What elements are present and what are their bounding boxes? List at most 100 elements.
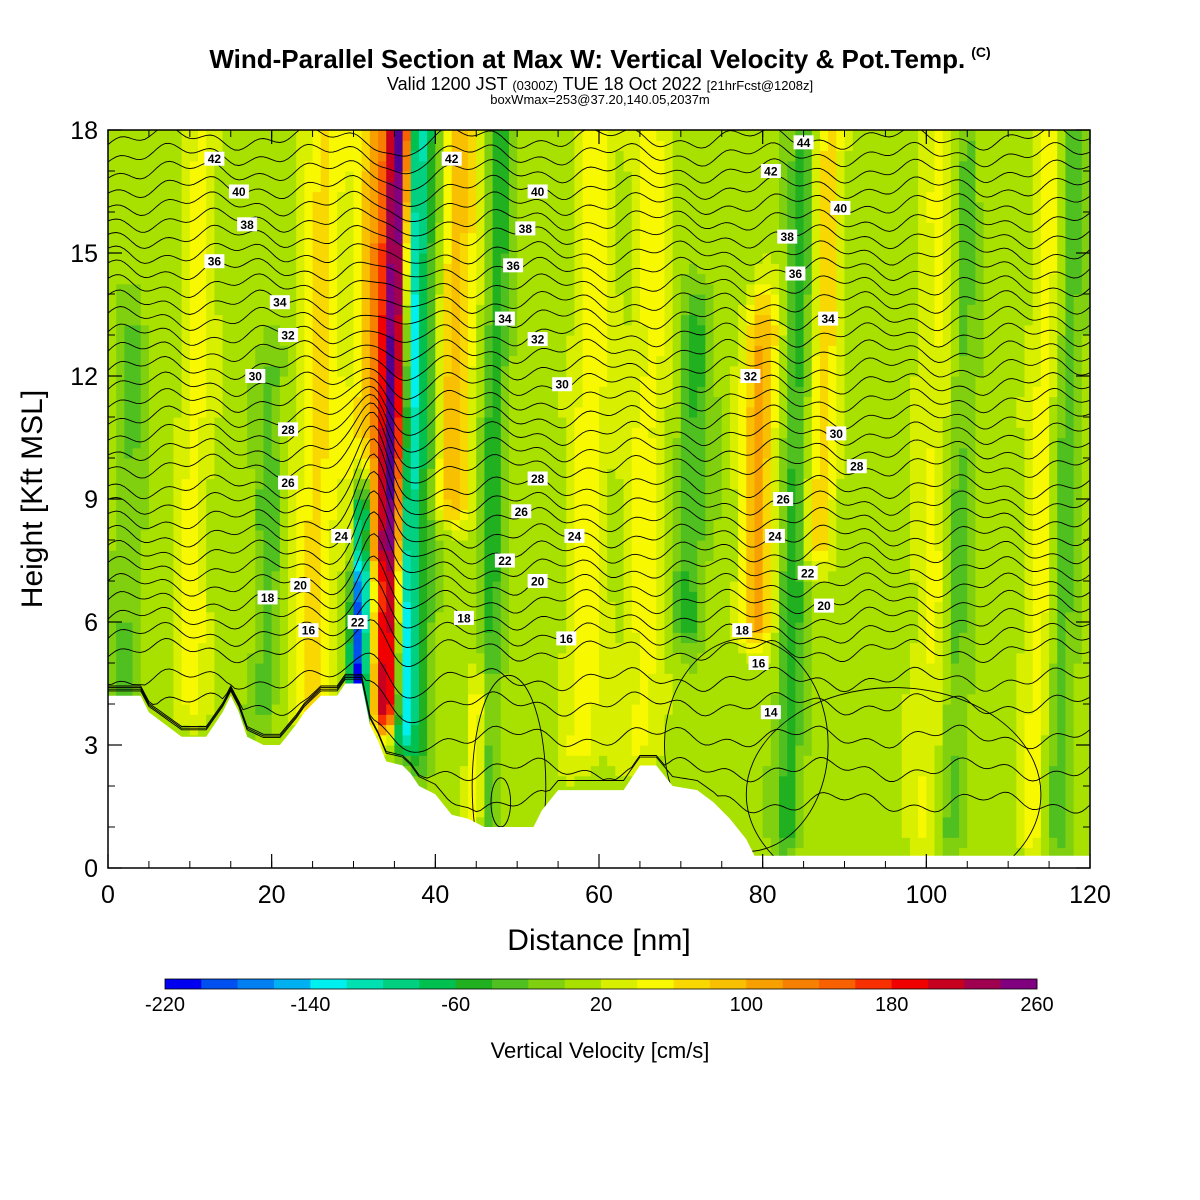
w-cell: [468, 755, 477, 767]
w-cell: [328, 437, 338, 449]
w-cell: [549, 704, 559, 715]
w-cell: [648, 294, 657, 305]
w-cell: [230, 345, 240, 357]
w-cell: [492, 283, 502, 295]
w-cell: [189, 232, 199, 244]
w-cell: [345, 632, 355, 644]
w-cell: [410, 222, 420, 234]
w-cell: [639, 529, 649, 541]
w-cell: [124, 488, 134, 500]
w-cell: [427, 550, 436, 562]
w-cell: [328, 355, 338, 367]
w-cell: [148, 560, 158, 572]
w-cell: [541, 734, 551, 746]
w-cell: [148, 693, 158, 705]
w-cell: [263, 724, 273, 736]
w-cell: [320, 232, 330, 244]
w-cell: [451, 570, 461, 582]
w-cell: [140, 581, 150, 592]
w-cell: [165, 488, 175, 500]
w-cell: [263, 478, 273, 490]
w-cell: [468, 294, 477, 305]
w-cell: [378, 529, 387, 541]
w-cell: [500, 171, 510, 182]
w-cell: [410, 263, 420, 275]
w-cell: [492, 765, 502, 777]
w-cell: [328, 160, 338, 172]
w-cell: [124, 601, 134, 613]
w-cell: [353, 324, 363, 336]
w-cell: [435, 540, 445, 551]
w-cell: [607, 683, 616, 695]
w-cell: [599, 181, 608, 193]
w-cell: [312, 212, 322, 223]
w-cell: [558, 550, 567, 562]
w-cell: [148, 345, 158, 357]
w-cell: [173, 468, 183, 480]
w-cell: [672, 704, 682, 715]
w-cell: [369, 427, 379, 439]
w-cell: [288, 540, 297, 551]
w-cell: [378, 376, 387, 387]
w-cell: [140, 632, 150, 644]
w-cell: [369, 201, 379, 213]
w-cell: [279, 140, 289, 152]
w-cell: [181, 437, 191, 449]
w-cell: [369, 386, 379, 398]
w-cell: [427, 171, 436, 182]
w-cell: [590, 550, 600, 562]
w-cell: [402, 673, 412, 685]
w-cell: [525, 242, 535, 254]
w-cell: [247, 560, 256, 572]
w-cell: [631, 560, 641, 572]
w-cell: [590, 499, 600, 510]
w-cell: [558, 191, 567, 203]
w-cell: [508, 734, 518, 746]
w-cell: [427, 304, 436, 316]
w-cell: [320, 458, 330, 469]
w-cell: [288, 232, 297, 244]
w-cell: [599, 232, 608, 244]
w-cell: [304, 314, 314, 326]
w-cell: [394, 130, 404, 141]
w-cell: [279, 191, 289, 203]
w-cell: [607, 191, 616, 203]
w-cell: [345, 488, 355, 500]
w-cell: [549, 437, 559, 449]
w-cell: [328, 273, 338, 285]
w-cell: [459, 181, 469, 193]
w-cell: [451, 704, 461, 715]
w-cell: [230, 150, 240, 162]
w-cell: [525, 345, 535, 357]
w-cell: [173, 458, 183, 469]
w-cell: [615, 458, 625, 469]
w-cell: [263, 417, 273, 428]
w-cell: [492, 734, 502, 746]
w-cell: [255, 468, 265, 480]
w-cell: [402, 171, 412, 182]
w-cell: [566, 458, 576, 469]
w-cell: [525, 642, 535, 654]
w-cell: [451, 796, 461, 808]
w-cell: [206, 406, 215, 418]
w-cell: [656, 683, 666, 695]
w-cell: [206, 376, 215, 387]
w-cell: [418, 406, 428, 418]
w-cell: [631, 714, 641, 726]
w-cell: [599, 355, 608, 367]
w-cell: [296, 324, 305, 336]
w-cell: [558, 427, 567, 439]
w-cell: [173, 427, 183, 439]
w-cell: [361, 273, 371, 285]
w-cell: [435, 417, 445, 428]
w-cell: [599, 755, 608, 767]
w-cell: [394, 693, 404, 705]
w-cell: [181, 714, 191, 726]
w-cell: [672, 693, 682, 705]
w-cell: [599, 519, 608, 531]
w-cell: [304, 673, 314, 685]
w-cell: [517, 693, 526, 705]
w-cell: [631, 622, 641, 633]
w-cell: [369, 683, 379, 695]
w-cell: [656, 406, 666, 418]
